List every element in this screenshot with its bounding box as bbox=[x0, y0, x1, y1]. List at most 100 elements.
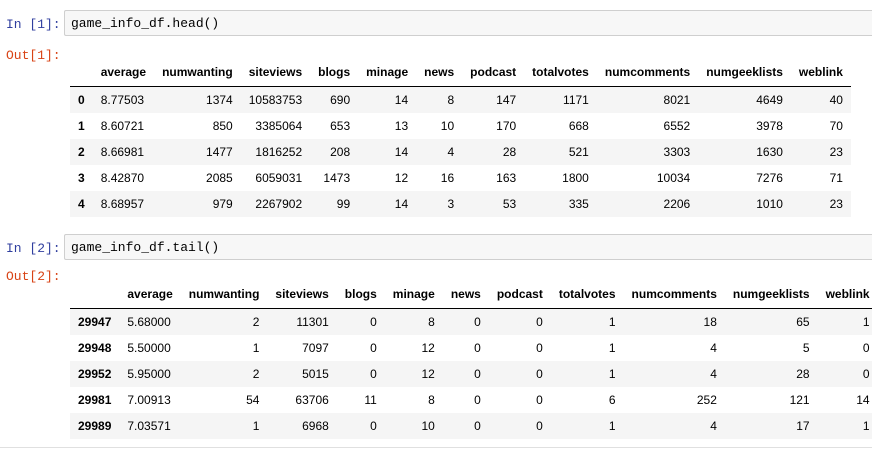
table-cell: 11 bbox=[364, 393, 377, 407]
table-row: 4 8.68957 979 2267902 99 14 3 53 335 2206 1010 23 bbox=[70, 191, 851, 217]
row-index: 1 bbox=[78, 119, 85, 133]
column-header: podcast bbox=[488, 279, 551, 309]
code-text[interactable]: game_info_df.tail() bbox=[71, 240, 220, 255]
column-header: news bbox=[416, 57, 463, 87]
table-cell: 8021 bbox=[663, 93, 691, 107]
column-header: numcomments bbox=[623, 279, 725, 309]
table-cell: 8.60721 bbox=[100, 119, 145, 133]
row-index: 4 bbox=[78, 197, 85, 211]
row-index: 29952 bbox=[78, 367, 112, 381]
code-text[interactable]: game_info_df.head() bbox=[71, 16, 220, 31]
table-cell: 0 bbox=[536, 341, 543, 355]
table-cell: 1 bbox=[862, 419, 870, 433]
table-row: 29948 5.50000 1 7097 0 12 0 0 1 4 5 0 bbox=[70, 335, 872, 361]
table-cell: 121 bbox=[789, 393, 810, 407]
table-cell: 0 bbox=[474, 367, 481, 381]
table-cell: 0 bbox=[370, 367, 377, 381]
column-header: numwanting bbox=[180, 279, 268, 309]
code-input-area[interactable]: game_info_df.head() bbox=[64, 10, 872, 36]
table-cell: 14 bbox=[856, 393, 870, 407]
table-cell: 1 bbox=[252, 341, 260, 355]
table-cell: 0 bbox=[474, 393, 481, 407]
table-cell: 12 bbox=[421, 341, 435, 355]
table-cell: 850 bbox=[212, 119, 233, 133]
table-cell: 23 bbox=[829, 145, 843, 159]
column-header: news bbox=[442, 279, 489, 309]
table-cell: 2267902 bbox=[255, 197, 303, 211]
table-cell: 0 bbox=[862, 367, 870, 381]
row-index: 2 bbox=[78, 145, 85, 159]
table-cell: 28 bbox=[796, 367, 810, 381]
notebook-cell-1[interactable]: In [1]: game_info_df.head() Out[1]: aver… bbox=[0, 0, 872, 220]
table-cell: 1473 bbox=[323, 171, 351, 185]
table-cell: 70 bbox=[829, 119, 843, 133]
table-cell: 979 bbox=[212, 197, 233, 211]
table-cell: 99 bbox=[336, 197, 351, 211]
table-cell: 1477 bbox=[206, 145, 233, 159]
code-input-area[interactable]: game_info_df.tail() bbox=[64, 234, 872, 260]
table-cell: 5 bbox=[802, 341, 810, 355]
table-cell: 0 bbox=[370, 341, 377, 355]
table-cell: 8.68957 bbox=[100, 197, 145, 211]
table-row: 0 8.77503 1374 10583753 690 14 8 147 1171 8021 464… bbox=[70, 86, 851, 113]
table-cell: 0 bbox=[370, 419, 377, 433]
table-cell: 6552 bbox=[663, 119, 691, 133]
table-cell: 0 bbox=[862, 341, 870, 355]
table-cell: 6968 bbox=[302, 419, 329, 433]
row-index: 0 bbox=[78, 93, 85, 107]
column-header: siteviews bbox=[267, 279, 337, 309]
table-cell: 12 bbox=[394, 171, 409, 185]
table-cell: 4649 bbox=[756, 93, 783, 107]
table-cell: 0 bbox=[536, 367, 543, 381]
output-prompt: Out[1]: bbox=[6, 48, 61, 63]
column-header: numcomments bbox=[596, 57, 699, 87]
input-prompt: In [1]: bbox=[6, 17, 61, 32]
table-cell: 14 bbox=[394, 93, 409, 107]
row-index: 29981 bbox=[78, 393, 112, 407]
table-cell: 54 bbox=[246, 393, 260, 407]
table-cell: 8 bbox=[428, 393, 435, 407]
column-header: minage bbox=[358, 57, 417, 87]
table-cell: 40 bbox=[829, 93, 843, 107]
table-cell: 252 bbox=[696, 393, 717, 407]
column-header: average bbox=[119, 279, 181, 309]
column-header: podcast bbox=[462, 57, 525, 87]
table-cell: 1630 bbox=[756, 145, 783, 159]
table-cell: 1816252 bbox=[255, 145, 303, 159]
table-cell: 2 bbox=[252, 315, 260, 329]
table-cell: 170 bbox=[496, 119, 517, 133]
table-cell: 163 bbox=[496, 171, 517, 185]
index-header bbox=[70, 57, 93, 87]
table-cell: 521 bbox=[568, 145, 589, 159]
table-row: 29989 7.03571 1 6968 0 10 0 0 1 4 17 1 bbox=[70, 413, 872, 439]
column-header: totalvotes bbox=[550, 279, 624, 309]
table-cell: 2206 bbox=[663, 197, 691, 211]
table-cell: 6 bbox=[608, 393, 616, 407]
table-row: 2 8.66981 1477 1816252 208 14 4 28 521 3303 1630 23 bbox=[70, 139, 851, 165]
column-header: siteviews bbox=[240, 57, 311, 87]
table-cell: 1374 bbox=[206, 93, 233, 107]
table-cell: 17 bbox=[796, 419, 810, 433]
column-header: numgeeklists bbox=[724, 279, 818, 309]
table-cell: 53 bbox=[502, 197, 517, 211]
table-cell: 10034 bbox=[656, 171, 691, 185]
table-cell: 147 bbox=[496, 93, 517, 107]
header-row: average numwanting siteviews blogs minage new… bbox=[70, 279, 872, 309]
table-cell: 12 bbox=[421, 367, 435, 381]
table-cell: 690 bbox=[330, 93, 351, 107]
table-cell: 4 bbox=[710, 367, 717, 381]
table-cell: 3303 bbox=[663, 145, 691, 159]
column-header: blogs bbox=[336, 279, 385, 309]
table-cell: 8.77503 bbox=[100, 93, 145, 107]
table-cell: 11301 bbox=[296, 315, 329, 329]
table-cell: 13 bbox=[394, 119, 409, 133]
notebook-cell-2[interactable]: In [2]: game_info_df.tail() Out[2]: aver… bbox=[0, 226, 872, 448]
table-cell: 14 bbox=[394, 145, 409, 159]
table-cell: 4 bbox=[710, 419, 717, 433]
table-cell: 18 bbox=[703, 315, 717, 329]
table-cell: 668 bbox=[568, 119, 589, 133]
column-header: totalvotes bbox=[524, 57, 597, 87]
table-cell: 1 bbox=[252, 419, 260, 433]
table-cell: 14 bbox=[394, 197, 409, 211]
column-header: weblink bbox=[790, 57, 851, 87]
